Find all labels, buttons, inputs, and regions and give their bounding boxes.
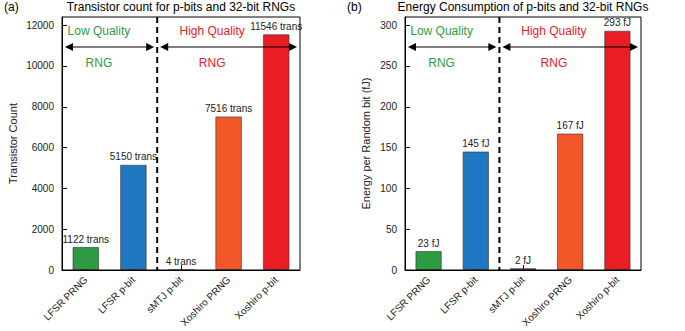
svg-text:12000: 12000 (26, 20, 54, 31)
svg-text:145 fJ: 145 fJ (462, 138, 489, 149)
svg-text:5150 trans: 5150 trans (110, 151, 157, 162)
svg-text:4 trans: 4 trans (166, 256, 197, 267)
svg-text:RNG: RNG (428, 56, 455, 70)
svg-text:6000: 6000 (32, 142, 55, 153)
svg-text:0: 0 (48, 265, 54, 276)
svg-text:7516 trans: 7516 trans (205, 103, 252, 114)
svg-text:50: 50 (386, 224, 398, 235)
svg-text:Xoshiro p-bit: Xoshiro p-bit (574, 274, 622, 322)
svg-text:RNG: RNG (199, 56, 226, 70)
svg-text:Low Quality: Low Quality (68, 24, 131, 38)
svg-text:(b): (b) (347, 0, 362, 14)
svg-text:Xoshiro p-bit: Xoshiro p-bit (233, 274, 281, 322)
svg-text:100: 100 (380, 183, 397, 194)
svg-text:Low Quality: Low Quality (410, 24, 473, 38)
svg-text:2000: 2000 (32, 224, 55, 235)
svg-text:(a): (a) (4, 0, 19, 14)
svg-text:RNG: RNG (86, 56, 113, 70)
svg-text:4000: 4000 (32, 183, 55, 194)
svg-text:0: 0 (391, 265, 397, 276)
svg-text:Transistor Count: Transistor Count (7, 103, 19, 184)
svg-text:Xoshiro PRNG: Xoshiro PRNG (520, 274, 574, 328)
svg-text:LFSR PRNG: LFSR PRNG (384, 274, 432, 322)
svg-text:300: 300 (380, 20, 397, 31)
svg-text:LFSR p-bit: LFSR p-bit (96, 274, 138, 316)
svg-text:LFSR p-bit: LFSR p-bit (438, 274, 480, 316)
svg-text:RNG: RNG (541, 56, 568, 70)
svg-text:11546 trans: 11546 trans (250, 21, 302, 32)
svg-text:10000: 10000 (26, 60, 54, 71)
svg-text:LFSR PRNG: LFSR PRNG (41, 274, 89, 322)
svg-text:Xoshiro PRNG: Xoshiro PRNG (178, 274, 232, 328)
svg-text:167 fJ: 167 fJ (557, 120, 584, 131)
svg-text:293 fJ: 293 fJ (604, 17, 631, 28)
svg-text:8000: 8000 (32, 101, 55, 112)
svg-text:23 fJ: 23 fJ (418, 238, 440, 249)
svg-text:Energy Consumption of p-bits a: Energy Consumption of p-bits and 32-bit … (398, 0, 649, 14)
svg-text:1122 trans: 1122 trans (63, 234, 110, 245)
svg-text:Transistor count for p-bits an: Transistor count for p-bits and 32-bit R… (67, 0, 295, 14)
svg-text:High Quality: High Quality (179, 24, 244, 38)
svg-text:2 fJ: 2 fJ (515, 255, 531, 266)
svg-text:Energy per Random bit (fJ): Energy per Random bit (fJ) (360, 77, 372, 209)
svg-text:sMTJ p-bit: sMTJ p-bit (486, 274, 527, 315)
svg-text:High Quality: High Quality (521, 24, 586, 38)
svg-text:150: 150 (380, 142, 397, 153)
svg-text:sMTJ p-bit: sMTJ p-bit (144, 274, 185, 315)
svg-text:250: 250 (380, 60, 397, 71)
svg-text:200: 200 (380, 101, 397, 112)
